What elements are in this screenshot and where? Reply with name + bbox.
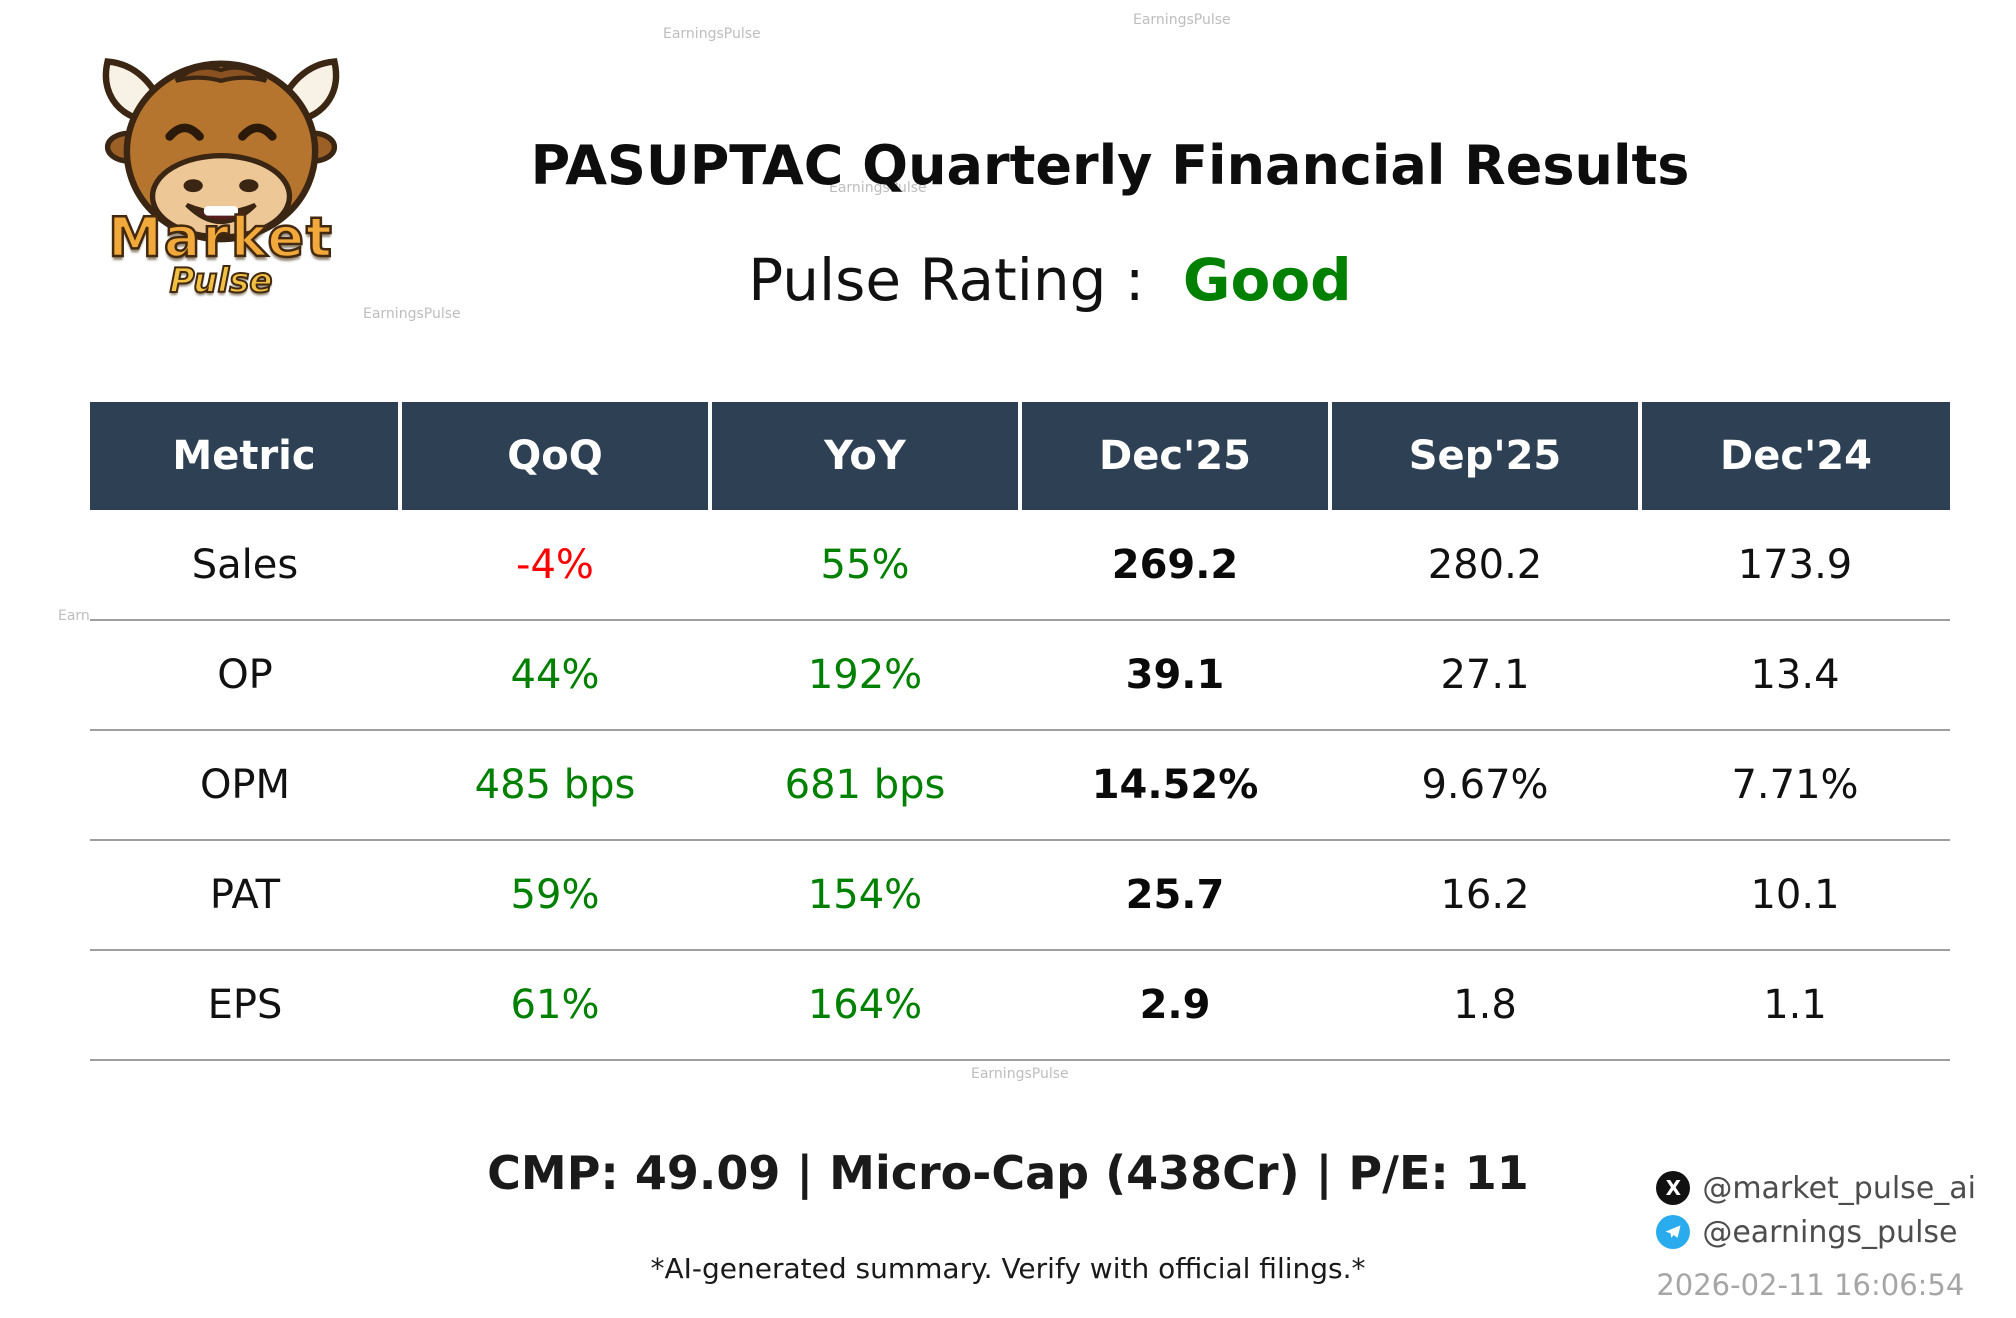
table-cell: 269.2 <box>1020 510 1330 621</box>
column-header-yoy: YoY <box>708 402 1020 510</box>
table-cell: 1.8 <box>1330 950 1640 1061</box>
table-cell: 27.1 <box>1330 620 1640 731</box>
column-header-qoq: QoQ <box>398 402 710 510</box>
table-cell: 55% <box>710 510 1020 621</box>
bull-mascot-icon <box>66 38 376 252</box>
summary-line: CMP: 49.09 | Micro-Cap (438Cr) | P/E: 11 <box>487 1146 1529 1200</box>
page-title: PASUPTAC Quarterly Financial Results <box>530 134 1690 197</box>
table-cell: 1.1 <box>1640 950 1950 1061</box>
column-header-dec25: Dec'25 <box>1018 402 1330 510</box>
table-cell: 280.2 <box>1330 510 1640 621</box>
table-row-opm: OPM 485 bps 681 bps 14.52% 9.67% 7.71% <box>90 730 1950 841</box>
column-header-metric: Metric <box>90 402 400 510</box>
x-handle-row: X @market_pulse_ai <box>1656 1166 1976 1210</box>
disclaimer: *AI-generated summary. Verify with offic… <box>650 1252 1366 1285</box>
table-cell: 59% <box>400 840 710 951</box>
brand-name-line2: Pulse <box>169 260 274 302</box>
table-cell: 13.4 <box>1640 620 1950 731</box>
watermark: EarningsPulse <box>971 1066 1069 1082</box>
column-header-dec24: Dec'24 <box>1638 402 1950 510</box>
table-cell: 10.1 <box>1640 840 1950 951</box>
table-cell: 16.2 <box>1330 840 1640 951</box>
table-cell: 485 bps <box>400 730 710 841</box>
table-cell: 173.9 <box>1640 510 1950 621</box>
pulse-rating-value: Good <box>1182 246 1352 314</box>
telegram-handle-row: @earnings_pulse <box>1656 1210 1976 1254</box>
table-cell: 192% <box>710 620 1020 731</box>
table-row-pat: PAT 59% 154% 25.7 16.2 10.1 <box>90 840 1950 951</box>
telegram-handle: @earnings_pulse <box>1702 1214 1958 1250</box>
watermark: EarningsPulse <box>663 26 761 42</box>
table-cell: 61% <box>400 950 710 1061</box>
table-cell: 7.71% <box>1640 730 1950 841</box>
metric-label: Sales <box>90 510 400 621</box>
timestamp: 2026-02-11 16:06:54 <box>1656 1268 1965 1302</box>
column-header-sep25: Sep'25 <box>1328 402 1640 510</box>
brand-name-line1: Market <box>107 205 334 271</box>
social-block: X @market_pulse_ai @earnings_pulse 2026-… <box>1656 1166 1976 1302</box>
watermark: EarningsPulse <box>363 306 461 322</box>
watermark: EarningsPulse <box>1133 12 1231 28</box>
metric-label: PAT <box>90 840 400 951</box>
pulse-rating-label: Pulse Rating : <box>748 246 1145 314</box>
table-cell: 39.1 <box>1020 620 1330 731</box>
table-cell: 681 bps <box>710 730 1020 841</box>
pulse-rating: Pulse Rating : Good <box>0 246 2016 314</box>
table-row-op: OP 44% 192% 39.1 27.1 13.4 <box>90 620 1950 731</box>
x-icon: X <box>1656 1171 1691 1205</box>
table-header-row: Metric QoQ YoY Dec'25 Sep'25 Dec'24 <box>90 402 1950 510</box>
telegram-icon <box>1656 1215 1691 1249</box>
table-cell: -4% <box>400 510 710 621</box>
table-cell: 44% <box>400 620 710 731</box>
table-cell: 9.67% <box>1330 730 1640 841</box>
watermark: EarningsPulse <box>829 180 927 196</box>
metric-label: OPM <box>90 730 400 841</box>
table-cell: 25.7 <box>1020 840 1330 951</box>
x-handle: @market_pulse_ai <box>1702 1170 1976 1206</box>
table-row-sales: Sales -4% 55% 269.2 280.2 173.9 <box>90 510 1950 621</box>
table-cell: 2.9 <box>1020 950 1330 1061</box>
table-row-eps: EPS 61% 164% 2.9 1.8 1.1 <box>90 950 1950 1061</box>
table-cell: 164% <box>710 950 1020 1061</box>
financials-table: Metric QoQ YoY Dec'25 Sep'25 Dec'24 Sale… <box>90 402 1950 1061</box>
brand-logo: Market Pulse <box>66 38 376 302</box>
metric-label: OP <box>90 620 400 731</box>
table-cell: 154% <box>710 840 1020 951</box>
table-cell: 14.52% <box>1020 730 1330 841</box>
metric-label: EPS <box>90 950 400 1061</box>
